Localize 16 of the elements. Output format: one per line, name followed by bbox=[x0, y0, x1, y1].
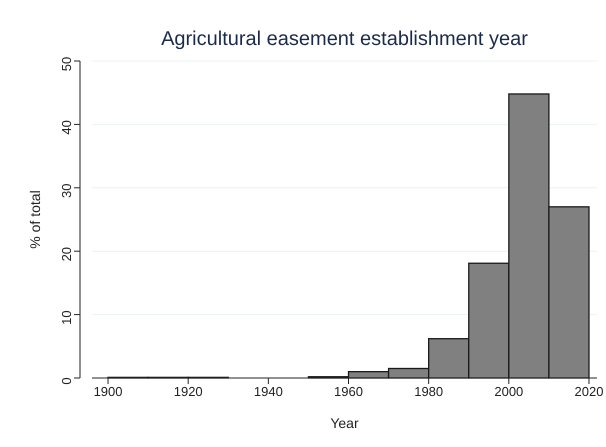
y-tick-label: 10 bbox=[59, 310, 74, 325]
y-tick-label: 50 bbox=[59, 56, 74, 72]
x-tick-label: 2000 bbox=[494, 384, 524, 400]
x-tick-label: 2020 bbox=[574, 384, 604, 400]
y-tick-label: 0 bbox=[59, 377, 74, 385]
chart-title: Agricultural easement establishment year bbox=[161, 28, 528, 50]
y-axis-title: % of total bbox=[27, 190, 43, 249]
x-tick-label: 1920 bbox=[174, 384, 203, 400]
y-tick-label: 20 bbox=[59, 246, 74, 262]
x-tick-label: 1980 bbox=[414, 384, 444, 400]
y-tick-label: 30 bbox=[59, 184, 74, 198]
y-tick-label: 40 bbox=[59, 120, 74, 135]
x-tick-label: 1960 bbox=[334, 384, 363, 400]
x-tick-label: 1940 bbox=[254, 384, 283, 400]
x-axis-title: Year bbox=[330, 415, 359, 431]
x-tick-label: 1900 bbox=[94, 384, 122, 400]
